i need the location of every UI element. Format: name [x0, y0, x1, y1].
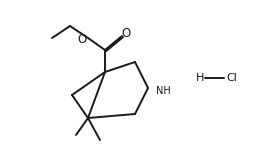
- Text: O: O: [121, 27, 131, 40]
- Text: H: H: [196, 73, 204, 83]
- Text: Cl: Cl: [226, 73, 237, 83]
- Text: O: O: [77, 33, 87, 45]
- Text: NH: NH: [156, 86, 171, 96]
